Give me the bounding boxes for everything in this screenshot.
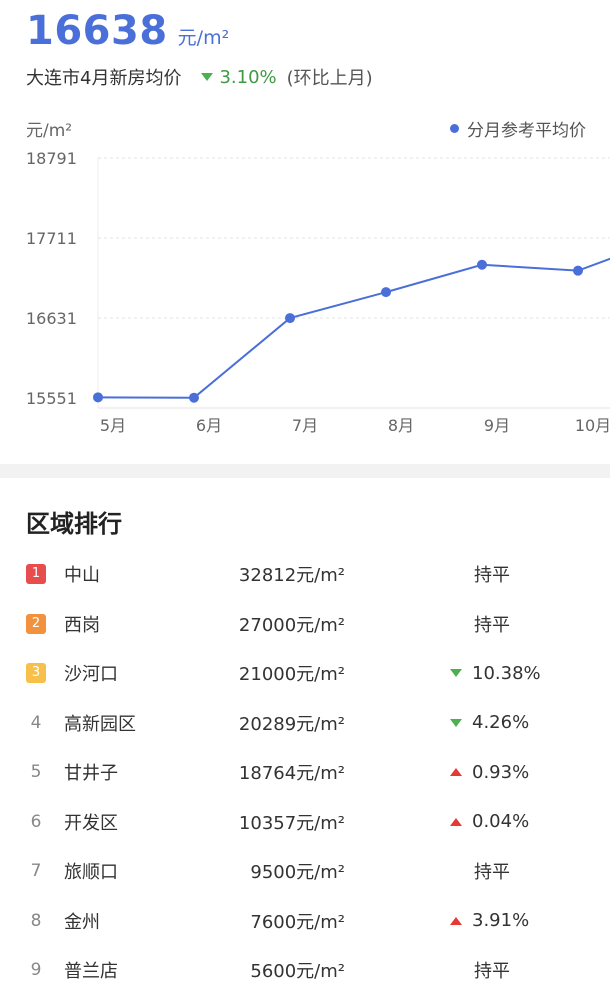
y-tick-label: 17711: [26, 229, 77, 248]
chart-y-unit: 元/m²: [26, 121, 73, 141]
up-arrow-icon: [450, 768, 462, 776]
district-price: 21000元/m²: [238, 664, 345, 685]
price-subtitle-row: 大连市4月新房均价 3.10% (环比上月): [26, 64, 373, 90]
y-tick-label: 16631: [26, 309, 77, 328]
data-point: [381, 287, 391, 298]
district-change: 持平: [474, 858, 510, 884]
rank-badge: 7: [30, 861, 42, 881]
rank-badge: 9: [30, 960, 42, 980]
district-price: 18764元/m²: [238, 763, 345, 784]
data-point: [93, 392, 103, 403]
district-change-value: 持平: [474, 565, 510, 586]
rank-badge: 6: [30, 811, 42, 832]
data-point: [189, 392, 199, 403]
y-tick-label: 18791: [26, 149, 77, 168]
price-change: 3.10%: [201, 66, 277, 88]
up-arrow-icon: [450, 817, 462, 826]
average-price: 16638: [26, 8, 168, 54]
chart-legend[interactable]: 分月参考平均价: [450, 116, 586, 141]
district-name: 西岗: [64, 614, 100, 636]
district-name: 沙河口: [64, 664, 118, 685]
district-change: 10.38%: [450, 663, 541, 684]
district-price: 9500元/m²: [250, 862, 345, 883]
price-trend-chart[interactable]: 15551 16631 17711 18791 5月 6月 7月 8月 9月 10月: [0, 148, 610, 448]
down-arrow-icon: [450, 718, 462, 727]
x-tick-label: 9月: [484, 416, 510, 435]
rank-badge: 5: [30, 762, 42, 782]
district-change-value: 持平: [474, 862, 510, 883]
district-price: 32812元/m²: [238, 565, 345, 586]
x-tick-label: 8月: [388, 416, 414, 435]
compare-label: (环比上月): [286, 68, 373, 89]
rank-badge: 4: [30, 712, 42, 733]
legend-dot-icon: [450, 124, 459, 133]
district-change: 3.91%: [450, 910, 529, 931]
ranking-row[interactable]: 2 西岗 27000元/m² 持平: [0, 604, 610, 644]
district-change-value: 4.26%: [472, 712, 530, 733]
x-tick-label: 10月: [575, 416, 610, 435]
district-price: 5600元/m²: [250, 961, 345, 982]
ranking-row[interactable]: 4 高新园区 20289元/m² 4.26%: [0, 703, 610, 743]
district-change-value: 持平: [474, 614, 510, 636]
district-change: 持平: [474, 957, 510, 983]
ranking-row[interactable]: 5 甘井子 18764元/m² 0.93%: [0, 752, 610, 792]
data-point: [573, 265, 583, 276]
series-line: [97, 257, 610, 399]
x-tick-label: 5月: [100, 416, 126, 435]
district-price: 10357元/m²: [238, 812, 345, 834]
district-name: 甘井子: [64, 763, 118, 784]
district-name: 开发区: [64, 812, 118, 834]
ranking-row[interactable]: 9 普兰店 5600元/m² 持平: [0, 950, 610, 990]
rank-badge: 3: [26, 663, 46, 683]
down-arrow-icon: [201, 73, 214, 81]
up-arrow-icon: [450, 916, 462, 925]
price-header: 16638 元/m²: [26, 8, 229, 54]
section-divider: [0, 464, 610, 478]
data-point: [477, 259, 487, 270]
legend-label: 分月参考平均价: [467, 121, 586, 141]
district-change-value: 0.93%: [472, 761, 530, 783]
data-point: [285, 313, 295, 324]
district-change: 持平: [474, 611, 510, 637]
rank-badge: 8: [30, 910, 42, 931]
ranking-title: 区域排行: [26, 510, 122, 538]
district-change: 4.26%: [450, 712, 529, 733]
district-change: 0.93%: [450, 762, 529, 783]
ranking-row[interactable]: 6 开发区 10357元/m² 0.04%: [0, 802, 610, 842]
district-name: 旅顺口: [64, 862, 118, 883]
district-change: 持平: [474, 561, 510, 587]
x-tick-label: 6月: [196, 416, 222, 435]
district-change-value: 10.38%: [472, 662, 541, 684]
district-name: 高新园区: [64, 713, 136, 735]
district-change-value: 持平: [474, 961, 510, 982]
district-name: 中山: [64, 565, 100, 586]
district-price: 20289元/m²: [238, 713, 345, 735]
ranking-row[interactable]: 3 沙河口 21000元/m² 10.38%: [0, 653, 610, 693]
district-change-value: 0.04%: [472, 811, 530, 832]
district-change-value: 3.91%: [472, 910, 530, 931]
rank-badge: 2: [26, 613, 46, 634]
price-unit: 元/m²: [177, 27, 230, 49]
ranking-row[interactable]: 8 金州 7600元/m² 3.91%: [0, 901, 610, 941]
price-subtitle: 大连市4月新房均价: [26, 68, 182, 89]
district-name: 普兰店: [64, 961, 118, 982]
district-price: 7600元/m²: [250, 911, 345, 933]
down-arrow-icon: [450, 669, 462, 677]
district-change: 0.04%: [450, 811, 529, 832]
ranking-row[interactable]: 1 中山 32812元/m² 持平: [0, 554, 610, 594]
x-tick-label: 7月: [292, 416, 318, 435]
y-tick-label: 15551: [26, 389, 77, 408]
price-change-value: 3.10%: [219, 66, 277, 88]
rank-badge: 1: [26, 564, 46, 584]
district-price: 27000元/m²: [238, 614, 345, 636]
district-name: 金州: [64, 911, 100, 933]
ranking-row[interactable]: 7 旅顺口 9500元/m² 持平: [0, 851, 610, 891]
